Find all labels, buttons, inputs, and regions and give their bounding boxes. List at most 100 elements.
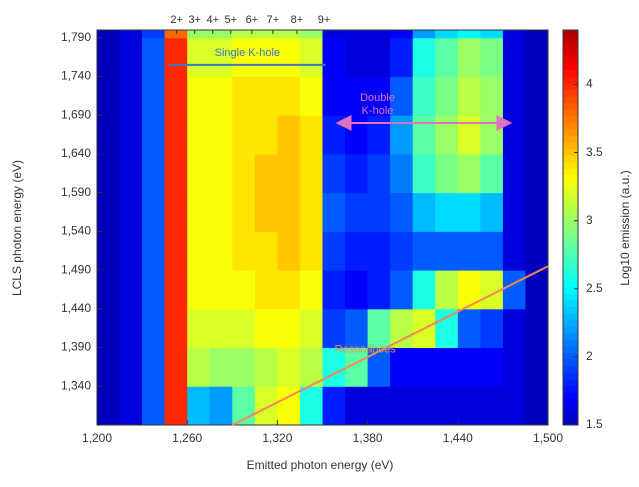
heatmap-cell [502,76,526,116]
heatmap-cell [209,76,233,116]
heatmap-cell [187,270,211,310]
ion-label: 7+ [267,14,280,26]
heatmap-cell [457,37,481,77]
heatmap-cell [119,30,143,39]
colorbar-segment [563,346,578,354]
heatmap-cell [97,115,121,155]
heatmap-cell [254,115,278,155]
heatmap-cell [164,386,188,426]
heatmap-cell [299,347,323,387]
heatmap-cell [457,270,481,310]
heatmap-cell [480,37,504,77]
heatmap-cell [299,76,323,116]
colorbar-segment [563,115,578,123]
colorbar-segment [563,234,578,242]
heatmap-cell [187,308,211,349]
colorbar-tick-label: 2 [586,349,593,363]
heatmap-cell [435,76,459,116]
colorbar-segment [563,306,578,314]
heatmap-cell [187,30,211,39]
colorbar-tick-label: 3.5 [586,145,603,159]
heatmap-cell [119,386,143,426]
heatmap-cell [480,347,504,387]
heatmap-cell [254,37,278,77]
heatmap-cell [277,76,301,116]
heatmap-cell [254,347,278,387]
heatmap-cell [345,308,369,349]
x-tick-label: 1,380 [353,431,383,445]
heatmap-cell [277,192,301,232]
heatmap-cell [97,37,121,77]
ion-label: 8+ [291,14,304,26]
colorbar-segment [563,36,578,44]
heatmap-cell [457,386,481,426]
heatmap-cell [164,231,188,271]
heatmap-cell [232,308,256,349]
heatmap-cell [209,231,233,271]
heatmap-cell [277,30,301,39]
heatmap-cell [345,76,369,116]
colorbar-segment [563,95,578,103]
colorbar-segment [563,161,578,169]
heatmap-cell [232,347,256,387]
heatmap-cell [412,231,436,271]
heatmap-cell [435,37,459,77]
heatmap-cell [277,231,301,271]
heatmap-cell [367,153,391,194]
heatmap-cell [299,308,323,349]
heatmap-cell [164,192,188,232]
colorbar-segment [563,260,578,268]
heatmap-cell [457,347,481,387]
heatmap-cell [322,308,346,349]
colorbar-segment [563,155,578,163]
y-tick-label: 1,440 [61,301,91,315]
heatmap-cell [119,76,143,116]
y-tick-label: 1,540 [61,224,91,238]
colorbar-tick-label: 3 [586,213,593,227]
colorbar-segment [563,109,578,117]
heatmap-cell [142,347,166,387]
heatmap-cell [142,115,166,155]
heatmap-cell [435,347,459,387]
colorbar-segment [563,168,578,176]
heatmap-cell [277,37,301,77]
heatmap-cell [187,231,211,271]
heatmap-cell [254,76,278,116]
heatmap-cell [254,231,278,271]
heatmap-cell [525,30,549,39]
heatmap-cell [345,270,369,310]
heatmap-cell [435,308,459,349]
heatmap-cell [525,153,549,194]
heatmap-cell [412,37,436,77]
heatmap-cell [142,192,166,232]
heatmap-cell [435,192,459,232]
heatmap-cell [187,192,211,232]
heatmap-cell [412,270,436,310]
heatmap-cell [390,115,414,155]
colorbar-segment [563,227,578,235]
heatmap-cell [164,37,188,77]
annotation-label: K-hole [362,105,394,117]
heatmap-cell [119,153,143,194]
heatmap-cell [412,30,436,39]
heatmap-cell [390,308,414,349]
annotation-label: Resonances [335,344,397,356]
heatmap-cell [232,115,256,155]
heatmap-cell [187,37,211,77]
colorbar-segment [563,220,578,228]
colorbar-segment [563,135,578,143]
heatmap-cell [187,347,211,387]
heatmap-cell [277,153,301,194]
heatmap-cell [525,231,549,271]
heatmap-cell [232,192,256,232]
colorbar-segment [563,201,578,209]
heatmap-cell [299,153,323,194]
ion-label: 2+ [170,14,183,26]
heatmap-cell [299,231,323,271]
heatmap-cell [502,386,526,426]
heatmap-cell [232,231,256,271]
heatmap-cell [345,30,369,39]
heatmap-cell [502,115,526,155]
x-axis-label: Emitted photon energy (eV) [247,458,394,472]
